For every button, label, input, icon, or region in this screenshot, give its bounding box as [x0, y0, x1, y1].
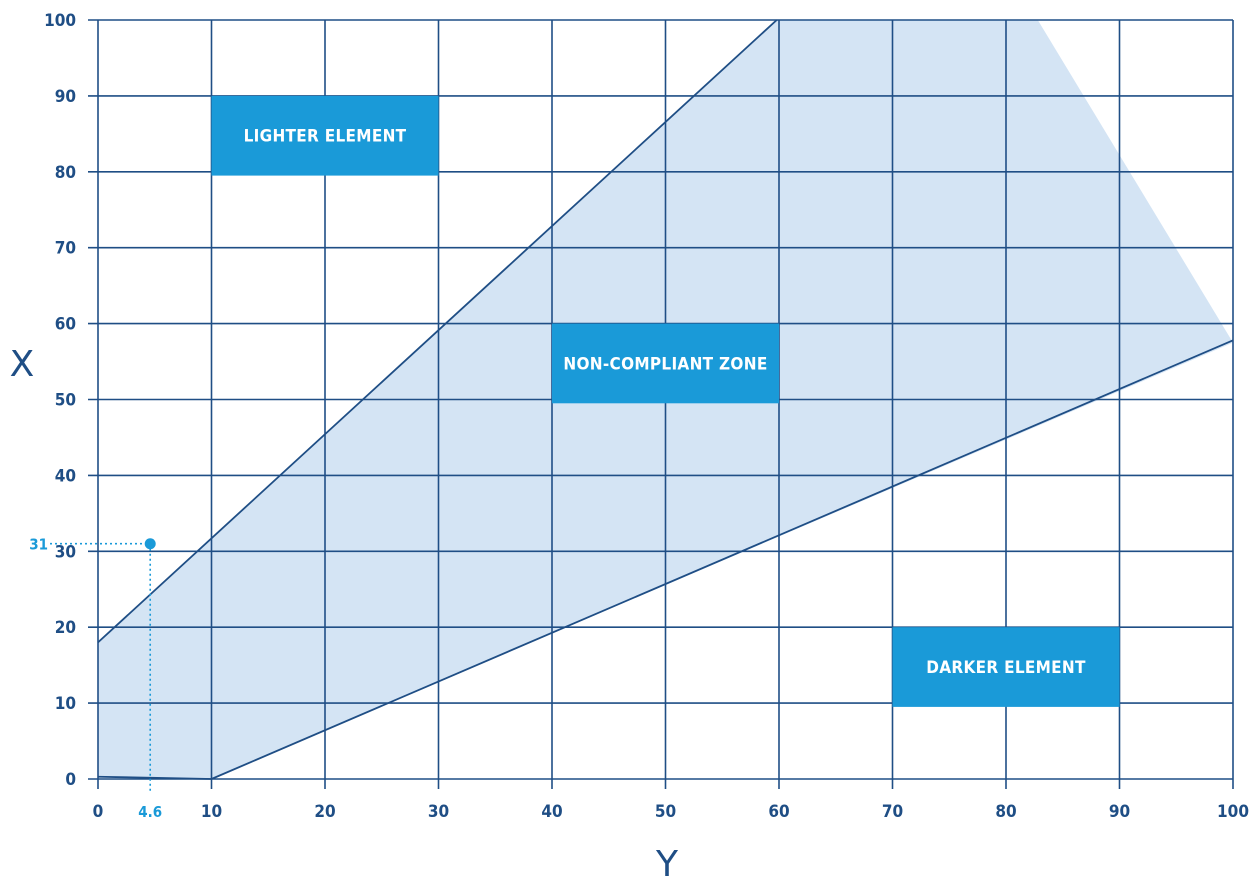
region-label: DARKER ELEMENT: [926, 658, 1086, 678]
x-tick-label: 80: [995, 802, 1016, 822]
y-tick-label: 90: [55, 87, 76, 107]
x-tick-label: 10: [201, 802, 222, 822]
region-label-box: [211, 95, 439, 176]
region-labels: LIGHTER ELEMENT NON-COMPLIANT ZONE DARKER …: [211, 95, 1120, 707]
boundary-line: [211, 339, 1234, 780]
marker-point: [144, 538, 156, 550]
boundary-line: [97, 19, 778, 644]
x-tick-label: 30: [428, 802, 449, 822]
region-label-box: [552, 323, 779, 404]
y-tick-label: 10: [55, 694, 76, 714]
y-tick-label: 20: [55, 618, 76, 638]
y-tick-label: 30: [55, 542, 76, 562]
x-tick-label: 20: [314, 802, 335, 822]
zone-boundaries: [97, 19, 1234, 780]
marker-x-label: 4.6: [138, 803, 162, 821]
y-tick-label: 60: [55, 315, 76, 335]
x-tick-label: 60: [768, 802, 789, 822]
y-axis-title: X: [10, 344, 35, 385]
region-label-box: [892, 627, 1120, 707]
y-tick-label: 0: [65, 770, 76, 790]
x-tick-label: 40: [541, 802, 562, 822]
y-tick-label: 50: [55, 391, 76, 411]
x-tick-label: 90: [1109, 802, 1130, 822]
region-label: LIGHTER ELEMENT: [244, 127, 407, 147]
y-tick-label: 100: [44, 11, 76, 31]
y-tick-label: 70: [55, 239, 76, 259]
boundary-line: [97, 775, 212, 780]
marker-y-label: 31: [29, 536, 48, 554]
tick-labels: 0 10 20 30 40 50 60 70 80 90 100 0 10 20 30 40 50 60 70 80 9…: [44, 11, 1249, 822]
region-label: NON-COMPLIANT ZONE: [563, 354, 767, 374]
x-tick-label: 0: [93, 802, 104, 822]
x-tick-label: 100: [1217, 802, 1249, 822]
x-tick-label: 70: [882, 802, 903, 822]
x-tick-label: 50: [655, 802, 676, 822]
y-tick-label: 40: [55, 466, 76, 486]
x-axis-title: Y: [655, 844, 679, 884]
y-tick-label: 80: [55, 163, 76, 183]
sample-marker: 314.6: [29, 536, 162, 821]
